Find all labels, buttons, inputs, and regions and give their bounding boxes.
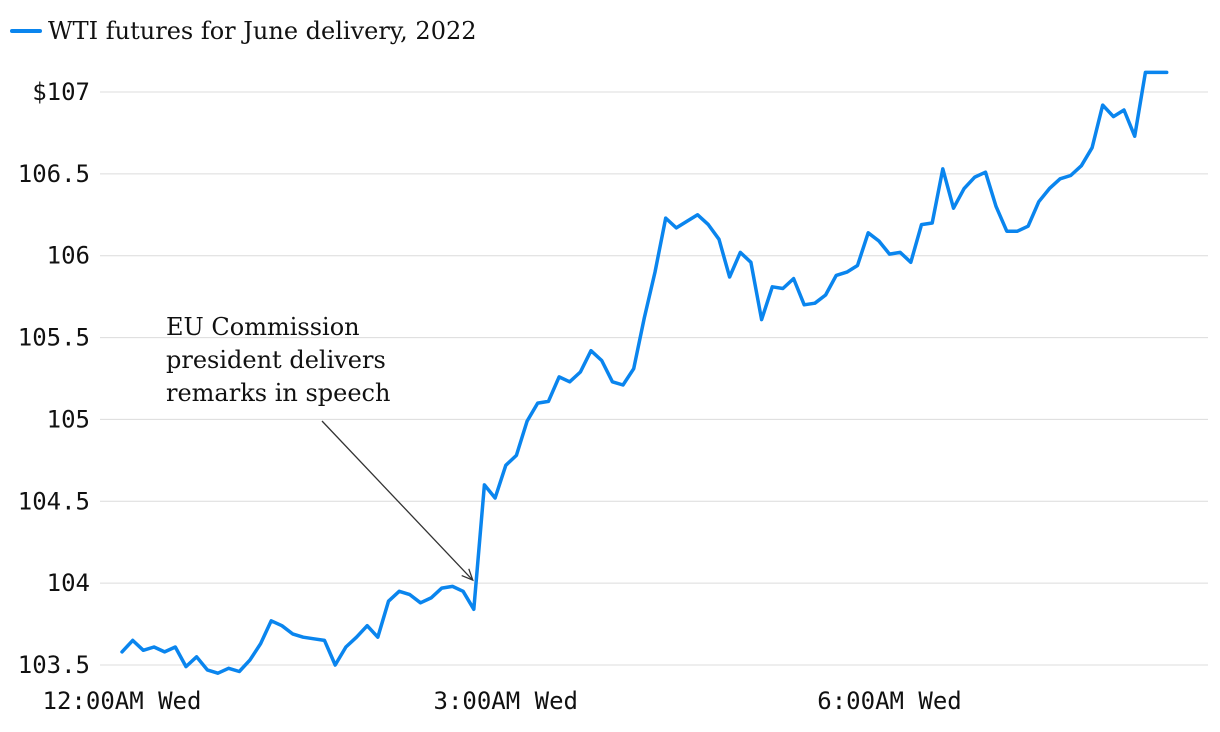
- annotation-arrowhead: [461, 568, 474, 582]
- legend-label: WTI futures for June delivery, 2022: [48, 17, 477, 45]
- series-layer: [120, 70, 1169, 675]
- annotation-text-line: president delivers: [166, 346, 386, 374]
- y-tick-label: 106.5: [18, 160, 90, 188]
- grid: [100, 91, 1208, 666]
- annotation-group: EU Commission president delivers remarks i…: [166, 313, 474, 582]
- y-axis-tick-labels: $107 106.5 106 105.5 105 104.5 104 103.5: [18, 78, 90, 679]
- annotation-text-line: EU Commission: [166, 313, 360, 341]
- y-tick-label: 104: [47, 569, 90, 597]
- x-axis-tick-labels: 12:00AM Wed 3:00AM Wed 6:00AM Wed: [43, 687, 962, 715]
- y-tick-label: 105: [47, 405, 90, 433]
- y-tick-label: 105.5: [18, 324, 90, 352]
- legend: WTI futures for June delivery, 2022: [10, 17, 477, 45]
- annotation-arrow-line: [321, 420, 474, 581]
- annotation-text-line: remarks in speech: [166, 379, 390, 407]
- y-tick-label: 104.5: [18, 487, 90, 515]
- annotation: EU Commission president delivers remarks i…: [166, 313, 474, 582]
- x-tick-label: 3:00AM Wed: [434, 687, 579, 715]
- y-tick-label: 103.5: [18, 651, 90, 679]
- x-tick-label: 6:00AM Wed: [817, 687, 962, 715]
- series-line: [120, 70, 1169, 675]
- y-tick-label: $107: [32, 78, 90, 106]
- x-tick-label: 12:00AM Wed: [43, 687, 202, 715]
- y-tick-label: 106: [47, 242, 90, 270]
